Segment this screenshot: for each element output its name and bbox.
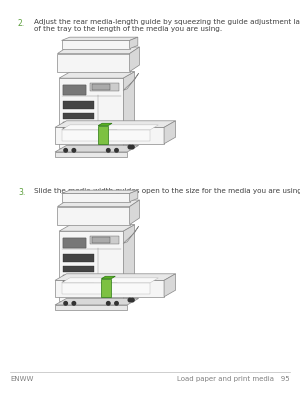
Circle shape: [128, 298, 132, 302]
Bar: [63, 122, 94, 129]
Polygon shape: [61, 37, 138, 40]
Polygon shape: [130, 200, 140, 225]
Bar: [63, 238, 86, 247]
Polygon shape: [55, 121, 176, 127]
Polygon shape: [58, 47, 140, 53]
Bar: [63, 266, 94, 272]
Bar: [58, 207, 130, 225]
Text: Load paper and print media   95: Load paper and print media 95: [177, 376, 290, 382]
Polygon shape: [61, 190, 138, 194]
Bar: [63, 85, 86, 95]
Polygon shape: [101, 276, 115, 279]
Bar: [63, 238, 86, 247]
Bar: [59, 78, 123, 148]
Polygon shape: [130, 190, 138, 201]
Circle shape: [114, 148, 119, 153]
Bar: [63, 254, 94, 262]
Circle shape: [128, 144, 132, 150]
Polygon shape: [123, 226, 139, 243]
Circle shape: [130, 144, 135, 150]
Bar: [61, 283, 150, 294]
Bar: [98, 126, 108, 144]
Circle shape: [71, 148, 76, 153]
Bar: [55, 280, 164, 297]
Bar: [58, 53, 130, 71]
Polygon shape: [58, 200, 140, 207]
Polygon shape: [59, 71, 134, 78]
Text: Slide the media-width guides open to the size for the media you are using.: Slide the media-width guides open to the…: [34, 188, 300, 194]
Polygon shape: [61, 125, 158, 130]
Bar: [61, 194, 130, 201]
Polygon shape: [55, 298, 139, 305]
Text: 2.: 2.: [18, 19, 25, 28]
Polygon shape: [164, 121, 176, 144]
Bar: [55, 127, 164, 144]
Polygon shape: [123, 225, 134, 301]
Bar: [92, 237, 110, 243]
Bar: [63, 275, 94, 282]
Circle shape: [106, 301, 111, 306]
Bar: [63, 101, 94, 109]
Bar: [92, 84, 110, 90]
Text: ENWW: ENWW: [10, 376, 33, 382]
Circle shape: [63, 148, 68, 153]
Bar: [59, 231, 123, 301]
Bar: [55, 305, 127, 310]
Text: Adjust the rear media-length guide by squeezing the guide adjustment latch and s: Adjust the rear media-length guide by sq…: [34, 19, 300, 32]
Polygon shape: [55, 274, 176, 280]
Bar: [63, 113, 94, 119]
Bar: [55, 152, 127, 157]
Circle shape: [71, 301, 76, 306]
Bar: [61, 40, 130, 49]
Circle shape: [130, 298, 135, 302]
Polygon shape: [61, 278, 158, 283]
Polygon shape: [123, 71, 134, 148]
Polygon shape: [59, 225, 134, 231]
Text: 3.: 3.: [18, 188, 25, 197]
Polygon shape: [98, 123, 112, 126]
Bar: [101, 279, 111, 297]
Circle shape: [114, 301, 119, 306]
Circle shape: [63, 301, 68, 306]
Polygon shape: [164, 274, 176, 297]
Polygon shape: [130, 37, 138, 49]
Polygon shape: [123, 73, 139, 91]
Polygon shape: [55, 145, 139, 152]
Circle shape: [106, 148, 111, 153]
Bar: [90, 236, 119, 244]
Bar: [102, 122, 116, 130]
Bar: [90, 83, 119, 91]
Bar: [63, 85, 86, 95]
Bar: [102, 275, 116, 284]
Polygon shape: [130, 47, 140, 71]
Bar: [61, 130, 150, 141]
